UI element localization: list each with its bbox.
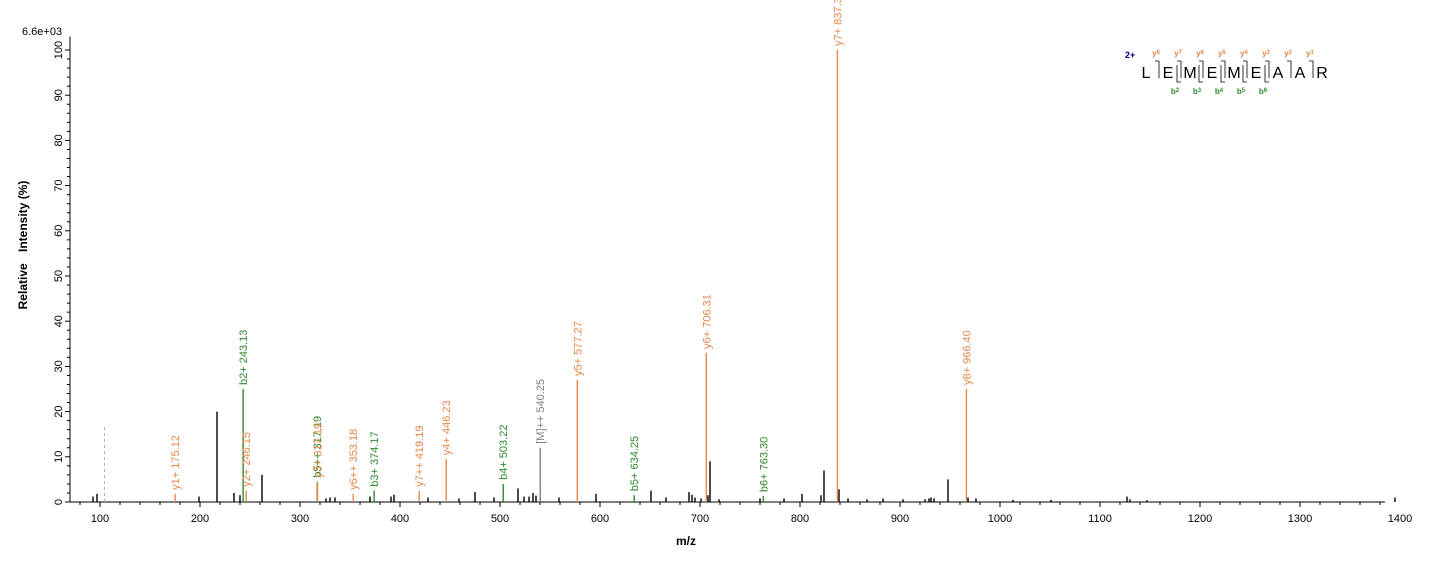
peak-label: b6+ 763.30	[758, 437, 770, 492]
y-ion-bracket	[1309, 60, 1314, 78]
y-tick-label: 60	[53, 225, 65, 237]
amino-acid: L	[1142, 65, 1151, 82]
y-ion-bracket	[1265, 60, 1270, 78]
peak-label: b4+ 503.22	[498, 425, 510, 480]
x-tick-label: 800	[791, 513, 809, 525]
x-tick-label: 200	[191, 513, 209, 525]
amino-acid: A	[1295, 65, 1306, 82]
b-ion-bracket	[1198, 65, 1203, 83]
peak-label: y1+ 175.12	[170, 435, 182, 490]
peak-label: y4+ 446.23	[441, 400, 453, 455]
y-ion-bracket	[1287, 60, 1292, 78]
peak-label: b3+ 374.17	[369, 431, 381, 486]
x-tick-label: 1100	[1088, 513, 1112, 525]
x-tick-label: 1000	[988, 513, 1012, 525]
x-tick-label: 900	[891, 513, 909, 525]
y-ion-label: y2	[1284, 49, 1292, 58]
peaks	[92, 50, 1396, 502]
peak-label: y6+ 706.31	[701, 294, 713, 349]
y-ion-label: y4	[1240, 49, 1248, 58]
y-tick-label: 30	[53, 360, 65, 372]
amino-acid: A	[1273, 65, 1284, 82]
y-ion-label: y8	[1152, 49, 1160, 58]
peak-label: y8+ 966.40	[961, 330, 973, 385]
b-ion-label: b6	[1259, 87, 1268, 96]
b-ion-label: b3	[1193, 87, 1202, 96]
y-ion-bracket	[1177, 60, 1182, 78]
y-ion-label: y5	[1218, 49, 1226, 58]
b-ion-bracket	[1176, 65, 1181, 83]
y-tick-label: 40	[53, 315, 65, 327]
b-ion-bracket	[1242, 65, 1247, 83]
amino-acid: E	[1207, 65, 1218, 82]
y-ion-label: y3	[1262, 49, 1270, 58]
y-ion-bracket	[1155, 60, 1160, 78]
x-tick-label: 300	[291, 513, 309, 525]
b-ion-label: b5	[1237, 87, 1246, 96]
amino-acid: E	[1163, 65, 1174, 82]
x-tick-label: 700	[691, 513, 709, 525]
peak-label: [M]++ 540.25	[535, 379, 547, 444]
axes: 100 200 300 400 500 600 700 800 900 1000 1100 1200 1…	[53, 36, 1412, 525]
max-intensity-label: 6.6e+03	[22, 26, 62, 38]
y-tick-label: 0	[53, 499, 65, 505]
y-axis-title: Relative Intensity (%)	[16, 181, 30, 310]
charge-label: 2+	[1125, 50, 1135, 60]
svg-text:Relative Intensity (%): Relative Intensity (%)	[16, 181, 30, 310]
y-tick-label: 70	[53, 179, 65, 191]
y-ion-label: y7	[1174, 49, 1182, 58]
peak-label: y7++ 419.19	[414, 426, 426, 487]
peak-label: y6++ 353.18	[348, 429, 360, 490]
b-ion-bracket	[1264, 65, 1269, 83]
y-ion-label: y6	[1196, 49, 1204, 58]
y-tick-label: 90	[53, 89, 65, 101]
b-ion-label: b2	[1171, 87, 1180, 96]
y-ion-bracket	[1221, 60, 1226, 78]
x-tick-label: 500	[491, 513, 509, 525]
peak-label: b2+ 243.13	[238, 330, 250, 385]
x-tick-label: 100	[91, 513, 109, 525]
amino-acid: M	[1227, 65, 1240, 82]
y-tick-label: 10	[53, 451, 65, 463]
amino-acid: E	[1251, 65, 1262, 82]
y-tick-label: 80	[53, 134, 65, 146]
y-tick-label: 50	[53, 270, 65, 282]
x-tick-label: 1400	[1388, 513, 1412, 525]
peak-label: y2+ 246.15	[241, 432, 253, 487]
amino-acid: M	[1183, 65, 1196, 82]
peak-label: y7+ 837.36	[832, 0, 844, 46]
peak-labels: y1+ 175.12 b2+ 243.13 y2+ 246.15 b5++ 317.1…	[170, 0, 973, 492]
x-axis-title: m/z	[676, 534, 696, 548]
peak-label: b5++ 317.19	[312, 416, 324, 478]
y-tick-label: 20	[53, 405, 65, 417]
b-ion-bracket	[1220, 65, 1225, 83]
peak-label: y5+ 577.27	[572, 321, 584, 376]
y-ion-bracket	[1199, 60, 1204, 78]
peak-label: b5+ 634.25	[629, 436, 641, 491]
x-tick-label: 600	[591, 513, 609, 525]
y-tick-label: 100	[53, 41, 65, 59]
amino-acid: R	[1316, 65, 1328, 82]
b-ion-label: b4	[1215, 87, 1224, 96]
peak-label: y3+ 317.19	[313, 423, 325, 478]
y-ion-label: y1	[1306, 49, 1314, 58]
y-axis-title-word-2: Intensity (%)	[16, 181, 30, 252]
x-tick-label: 1200	[1188, 513, 1212, 525]
y-axis-title-word-1: Relative	[16, 263, 30, 309]
x-tick-label: 1300	[1288, 513, 1312, 525]
x-tick-label: 400	[391, 513, 409, 525]
y-ion-bracket	[1243, 60, 1248, 78]
